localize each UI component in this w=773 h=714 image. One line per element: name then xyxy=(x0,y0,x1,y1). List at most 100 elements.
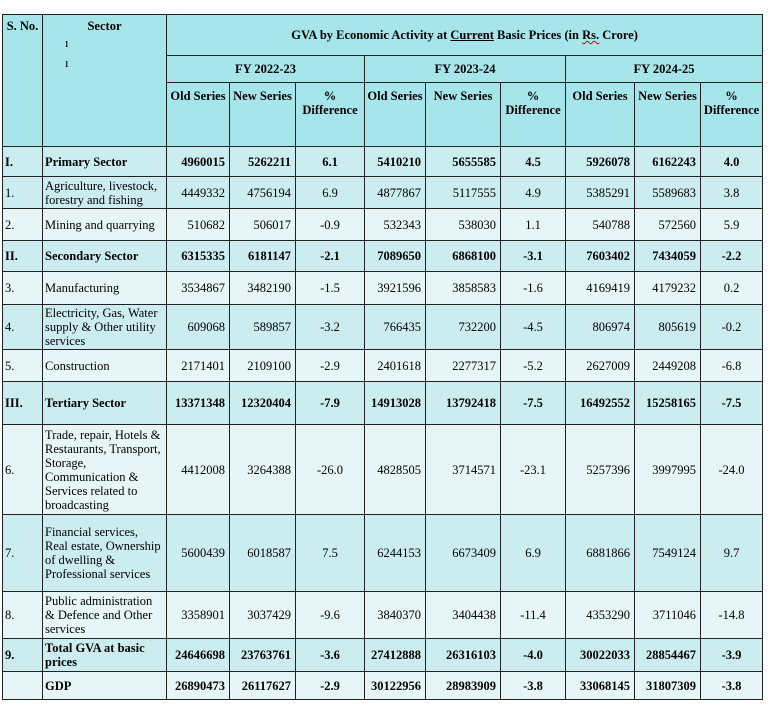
value-cell: 3714571 xyxy=(425,424,501,515)
row-sno: 9. xyxy=(2,638,43,672)
row-sno: III. xyxy=(2,381,43,425)
subcolumn-header: % Difference xyxy=(699,82,764,147)
pct-difference-cell: -2.9 xyxy=(295,671,365,700)
subcolumn-header: % Difference xyxy=(295,82,365,147)
pct-difference-cell: -0.9 xyxy=(295,208,365,241)
title-rs: Rs. xyxy=(582,28,600,42)
value-cell: 732200 xyxy=(425,304,501,350)
value-cell: 28983909 xyxy=(425,671,501,700)
pct-difference-cell: -11.4 xyxy=(500,591,566,639)
value-cell: 4353290 xyxy=(565,591,635,639)
value-cell: 4828505 xyxy=(364,424,426,515)
value-cell: 3711046 xyxy=(634,591,701,639)
pct-difference-cell: -26.0 xyxy=(295,424,365,515)
pct-difference-cell: -7.5 xyxy=(500,381,566,425)
row-sector: Total GVA at basic prices xyxy=(42,638,167,672)
table-row: 4. Electricity, Gas, Water supply & Other… xyxy=(2,304,764,350)
pct-difference-cell: -0.2 xyxy=(699,304,764,350)
value-cell: 510682 xyxy=(166,208,230,241)
pct-difference-cell: -3.8 xyxy=(699,671,764,700)
value-cell: 5410210 xyxy=(364,146,426,177)
value-cell: 6868100 xyxy=(425,240,501,272)
value-cell: 572560 xyxy=(634,208,701,241)
value-cell: 7089650 xyxy=(364,240,426,272)
row-sector: Manufacturing xyxy=(42,271,167,305)
cursor-mark: ı xyxy=(65,56,69,70)
sector-header: Sector ı ı xyxy=(42,14,167,147)
pct-difference-cell: -4.5 xyxy=(500,304,566,350)
value-cell: 14913028 xyxy=(364,381,426,425)
value-cell: 6181147 xyxy=(229,240,296,272)
pct-difference-cell: 4.5 xyxy=(500,146,566,177)
value-cell: 3037429 xyxy=(229,591,296,639)
row-sector: Mining and quarrying xyxy=(42,208,167,241)
value-cell: 5385291 xyxy=(565,176,635,209)
year-header: FY 2022-23 xyxy=(166,55,365,83)
table-row: II. Secondary Sector 6315335 6181147 -2.1 708… xyxy=(2,240,764,272)
value-cell: 30122956 xyxy=(364,671,426,700)
value-cell: 5262211 xyxy=(229,146,296,177)
row-sector: Electricity, Gas, Water supply & Other u… xyxy=(42,304,167,350)
row-sno: 7. xyxy=(2,514,43,592)
value-cell: 5589683 xyxy=(634,176,701,209)
value-cell: 7434059 xyxy=(634,240,701,272)
value-cell: 5926078 xyxy=(565,146,635,177)
value-cell: 3482190 xyxy=(229,271,296,305)
table-row: 1. Agriculture, livestock, forestry and f… xyxy=(2,176,764,209)
value-cell: 16492552 xyxy=(565,381,635,425)
pct-difference-cell: 9.7 xyxy=(699,514,764,592)
pct-difference-cell: 5.9 xyxy=(699,208,764,241)
value-cell: 2627009 xyxy=(565,349,635,382)
row-sno: II. xyxy=(2,240,43,272)
value-cell: 28854467 xyxy=(634,638,701,672)
title-text: Basic Prices (in xyxy=(493,28,583,42)
value-cell: 6881866 xyxy=(565,514,635,592)
value-cell: 5655585 xyxy=(425,146,501,177)
pct-difference-cell: -3.9 xyxy=(699,638,764,672)
value-cell: 6018587 xyxy=(229,514,296,592)
pct-difference-cell: -3.2 xyxy=(295,304,365,350)
pct-difference-cell: -14.8 xyxy=(699,591,764,639)
row-sector: Secondary Sector xyxy=(42,240,167,272)
value-cell: 4412008 xyxy=(166,424,230,515)
pct-difference-cell: 1.1 xyxy=(500,208,566,241)
row-sector: GDP xyxy=(42,671,167,700)
value-cell: 3921596 xyxy=(364,271,426,305)
pct-difference-cell: 4.9 xyxy=(500,176,566,209)
table-row: 9. Total GVA at basic prices 24646698 23763… xyxy=(2,638,764,672)
value-cell: 4449332 xyxy=(166,176,230,209)
row-sector: Public administration & Defence and Othe… xyxy=(42,591,167,639)
title-text: GVA by Economic Activity at xyxy=(291,28,451,42)
row-sno: 2. xyxy=(2,208,43,241)
pct-difference-cell: 6.9 xyxy=(500,514,566,592)
sector-header-label: Sector xyxy=(87,19,122,33)
value-cell: 2449208 xyxy=(634,349,701,382)
value-cell: 4169419 xyxy=(565,271,635,305)
row-sector: Agriculture, livestock, forestry and fis… xyxy=(42,176,167,209)
value-cell: 33068145 xyxy=(565,671,635,700)
value-cell: 27412888 xyxy=(364,638,426,672)
row-sno: 3. xyxy=(2,271,43,305)
row-sno: 5. xyxy=(2,349,43,382)
row-sno: 4. xyxy=(2,304,43,350)
value-cell: 3840370 xyxy=(364,591,426,639)
value-cell: 4756194 xyxy=(229,176,296,209)
value-cell: 766435 xyxy=(364,304,426,350)
value-cell: 24646698 xyxy=(166,638,230,672)
value-cell: 13792418 xyxy=(425,381,501,425)
row-sector: Tertiary Sector xyxy=(42,381,167,425)
row-sno: 8. xyxy=(2,591,43,639)
value-cell: 26117627 xyxy=(229,671,296,700)
table-row: III. Tertiary Sector 13371348 12320404 -7.9 1… xyxy=(2,381,764,425)
sno-header: S. No. xyxy=(2,14,43,147)
value-cell: 540788 xyxy=(565,208,635,241)
table-row: 7. Financial services, Real estate, Owner… xyxy=(2,514,764,592)
pct-difference-cell: -6.8 xyxy=(699,349,764,382)
table-row: 8. Public administration & Defence and Ot… xyxy=(2,591,764,639)
pct-difference-cell: -1.5 xyxy=(295,271,365,305)
value-cell: 5600439 xyxy=(166,514,230,592)
subcolumn-header: Old Series xyxy=(364,82,426,147)
row-sector: Financial services, Real estate, Ownersh… xyxy=(42,514,167,592)
subcolumn-header: New Series xyxy=(229,82,296,147)
value-cell: 806974 xyxy=(565,304,635,350)
